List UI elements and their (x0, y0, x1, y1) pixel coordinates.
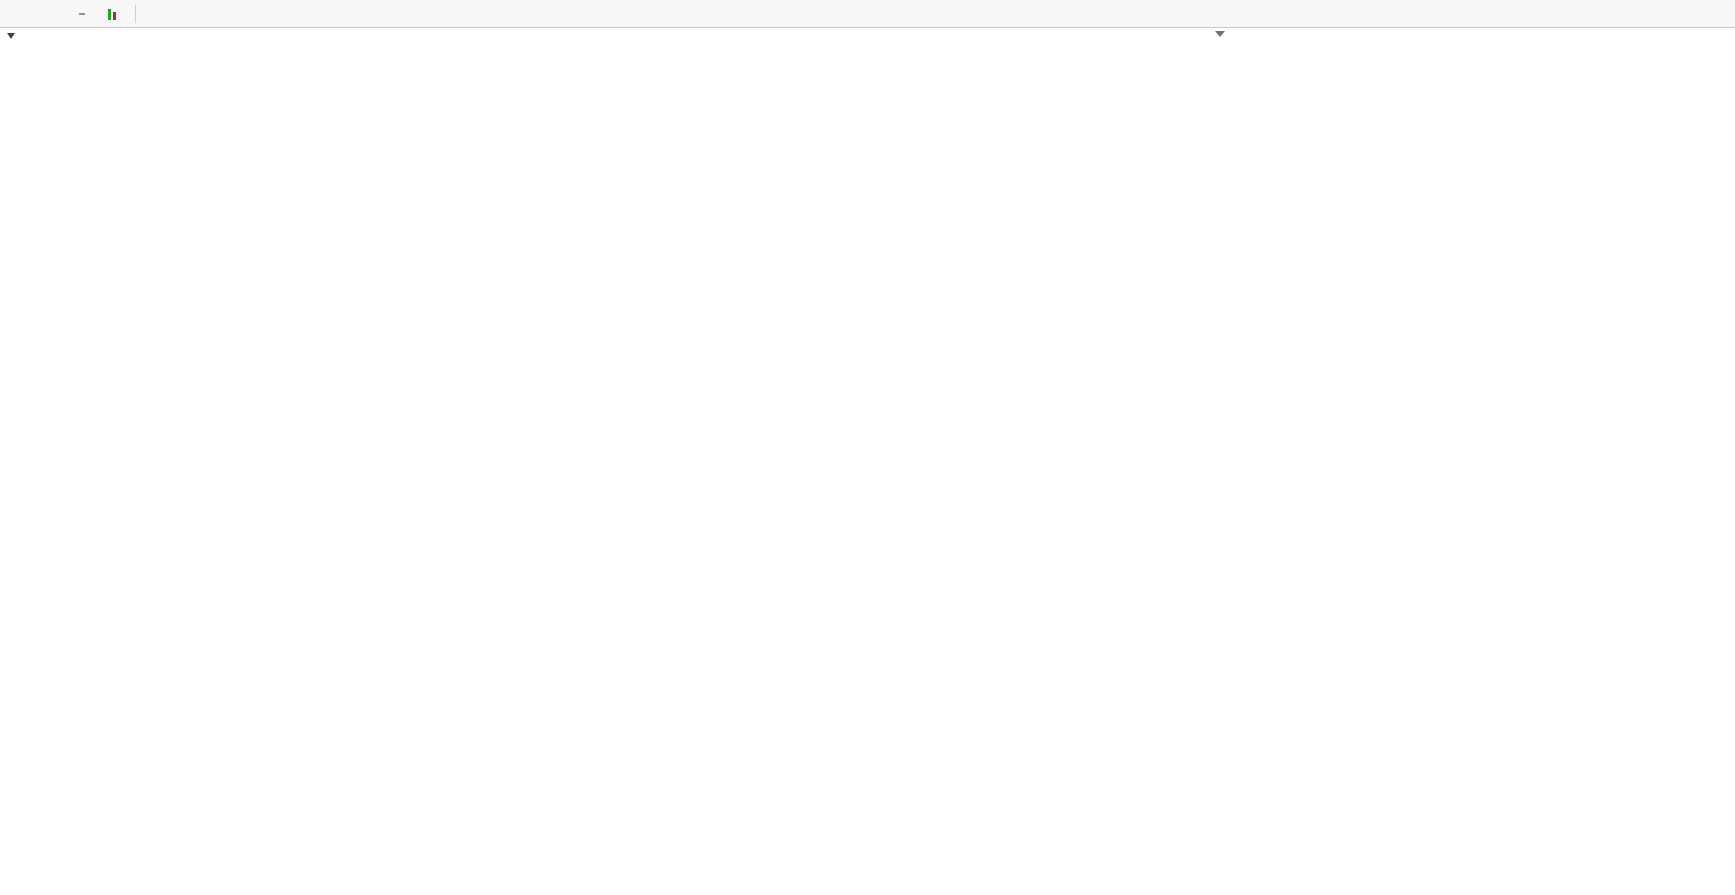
text-tool-button[interactable] (68, 2, 96, 25)
quote-panel-toggle-icon[interactable] (7, 33, 15, 39)
toolbar (0, 0, 1735, 28)
chart-symbol-header (7, 33, 19, 39)
chart-shift-marker-icon[interactable] (1215, 31, 1225, 37)
chart-objects-button[interactable] (99, 2, 127, 25)
indicators-button[interactable] (6, 2, 34, 25)
toolbar-separator (135, 4, 136, 23)
annotation-a-button[interactable] (37, 2, 65, 25)
candlestick-icon (108, 8, 116, 20)
letter-t-icon (79, 12, 85, 15)
